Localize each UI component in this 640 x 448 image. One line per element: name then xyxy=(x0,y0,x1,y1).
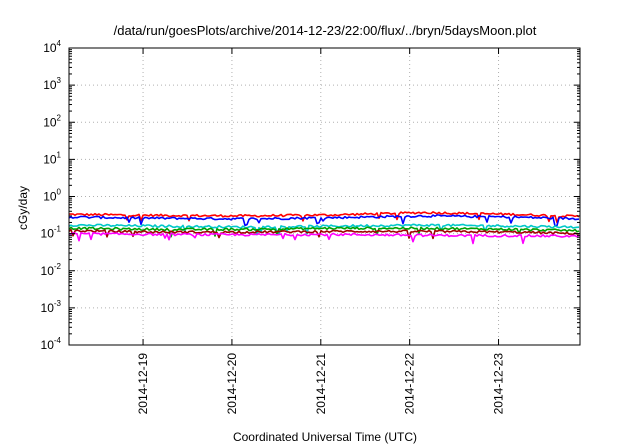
y-tick-label: 104 xyxy=(43,39,61,55)
y-tick-label: 103 xyxy=(43,76,61,92)
x-tick-label: 2014-12-22 xyxy=(403,353,417,415)
y-tick-group: 10-4 10-3 10-2 10-1 100 101 102 103 104 xyxy=(41,39,580,352)
x-tick-group: 2014-12-19 2014-12-20 2014-12-21 2014-12-22… xyxy=(136,48,506,415)
y-tick-label: 101 xyxy=(43,150,61,166)
y-tick-label: 100 xyxy=(43,188,61,204)
series-line-4 xyxy=(68,226,580,238)
y-tick-label: 102 xyxy=(43,113,61,129)
y-tick-label: 10-2 xyxy=(41,262,62,278)
series-line-5 xyxy=(68,228,580,240)
x-axis-label: Coordinated Universal Time (UTC) xyxy=(233,430,417,444)
chart-title: /data/run/goesPlots/archive/2014-12-23/2… xyxy=(114,23,537,38)
series-line-3 xyxy=(68,223,580,236)
series-line-2 xyxy=(68,214,580,227)
y-axis-label: cGy/day xyxy=(16,186,30,230)
x-tick-label: 2014-12-19 xyxy=(136,353,150,415)
y-tick-label: 10-3 xyxy=(41,299,62,315)
x-tick-label: 2014-12-21 xyxy=(314,353,328,415)
y-tick-label: 10-1 xyxy=(41,225,62,241)
x-tick-label: 2014-12-23 xyxy=(492,353,506,415)
series-line-6 xyxy=(68,232,580,245)
x-tick-label: 2014-12-20 xyxy=(225,353,239,415)
series-group xyxy=(68,211,580,245)
series-line-1 xyxy=(68,211,580,224)
grid xyxy=(69,48,580,345)
y-tick-label: 10-4 xyxy=(41,336,62,352)
